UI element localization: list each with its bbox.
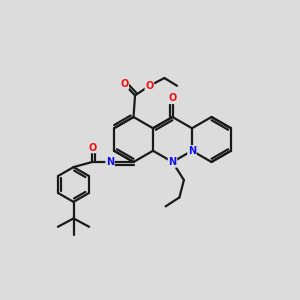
Text: O: O	[120, 79, 128, 89]
Text: N: N	[106, 157, 114, 167]
Text: O: O	[88, 142, 96, 153]
Text: O: O	[145, 81, 154, 91]
Text: N: N	[188, 146, 196, 156]
Text: N: N	[168, 157, 177, 167]
Text: O: O	[168, 93, 177, 103]
